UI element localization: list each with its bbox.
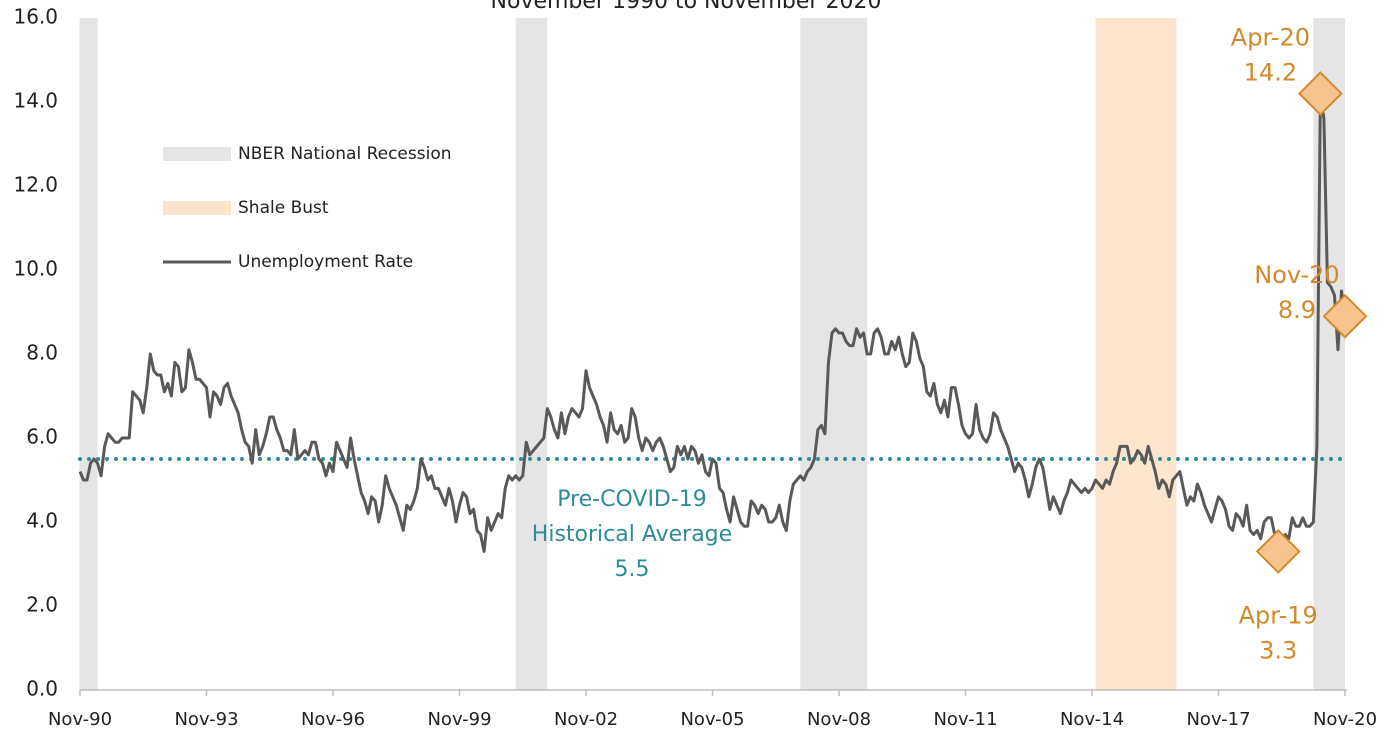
y-tick-label: 16.0 bbox=[13, 5, 58, 29]
annotation-marker bbox=[1322, 293, 1368, 339]
x-tick-label: Nov-05 bbox=[680, 709, 744, 730]
annotation-date: Nov-20 bbox=[1254, 261, 1339, 289]
annotation-marker bbox=[1255, 528, 1301, 574]
annotation-value: 14.2 bbox=[1244, 59, 1297, 87]
y-tick-label: 6.0 bbox=[26, 425, 58, 449]
y-tick-label: 8.0 bbox=[26, 341, 58, 365]
x-tick-label: Nov-20 bbox=[1313, 709, 1377, 730]
y-tick-label: 4.0 bbox=[26, 509, 58, 533]
x-tick-label: Nov-08 bbox=[807, 709, 871, 730]
legend-swatch bbox=[163, 201, 231, 215]
shade-band bbox=[80, 18, 98, 690]
reference-label: Historical Average bbox=[532, 522, 732, 547]
x-tick-label: Nov-11 bbox=[933, 709, 997, 730]
annotation-date: Apr-20 bbox=[1231, 24, 1310, 52]
x-tick-label: Nov-99 bbox=[427, 709, 491, 730]
annotation-value: 8.9 bbox=[1278, 296, 1316, 324]
annotation-date: Apr-19 bbox=[1239, 601, 1318, 629]
series-line bbox=[78, 92, 1347, 553]
x-tick-label: Nov-14 bbox=[1060, 709, 1124, 730]
y-tick-label: 10.0 bbox=[13, 257, 58, 281]
annotation-value: 3.3 bbox=[1259, 636, 1297, 664]
x-tick-label: Nov-02 bbox=[554, 709, 618, 730]
x-tick-label: Nov-93 bbox=[174, 709, 238, 730]
legend-label: Shale Bust bbox=[238, 198, 329, 218]
x-tick-label: Nov-96 bbox=[301, 709, 365, 730]
legend-swatch bbox=[163, 147, 231, 161]
x-tick-label: Nov-90 bbox=[48, 709, 112, 730]
y-tick-label: 14.0 bbox=[13, 89, 58, 113]
y-tick-label: 2.0 bbox=[26, 593, 58, 617]
y-tick-label: 12.0 bbox=[13, 173, 58, 197]
legend-label: NBER National Recession bbox=[238, 144, 452, 164]
chart-subtitle: November 1990 to November 2020 bbox=[491, 0, 882, 14]
reference-value: 5.5 bbox=[615, 557, 650, 582]
y-tick-label: 0.0 bbox=[26, 677, 58, 701]
reference-label: Pre-COVID-19 bbox=[557, 487, 707, 512]
shade-band bbox=[1095, 18, 1177, 690]
legend-label: Unemployment Rate bbox=[238, 252, 413, 272]
shade-band bbox=[800, 18, 868, 690]
legend: NBER National Recession Shale Bust Unemplo… bbox=[163, 144, 452, 272]
shade-band bbox=[515, 18, 548, 690]
annotation-marker bbox=[1297, 71, 1343, 117]
x-tick-label: Nov-17 bbox=[1186, 709, 1250, 730]
